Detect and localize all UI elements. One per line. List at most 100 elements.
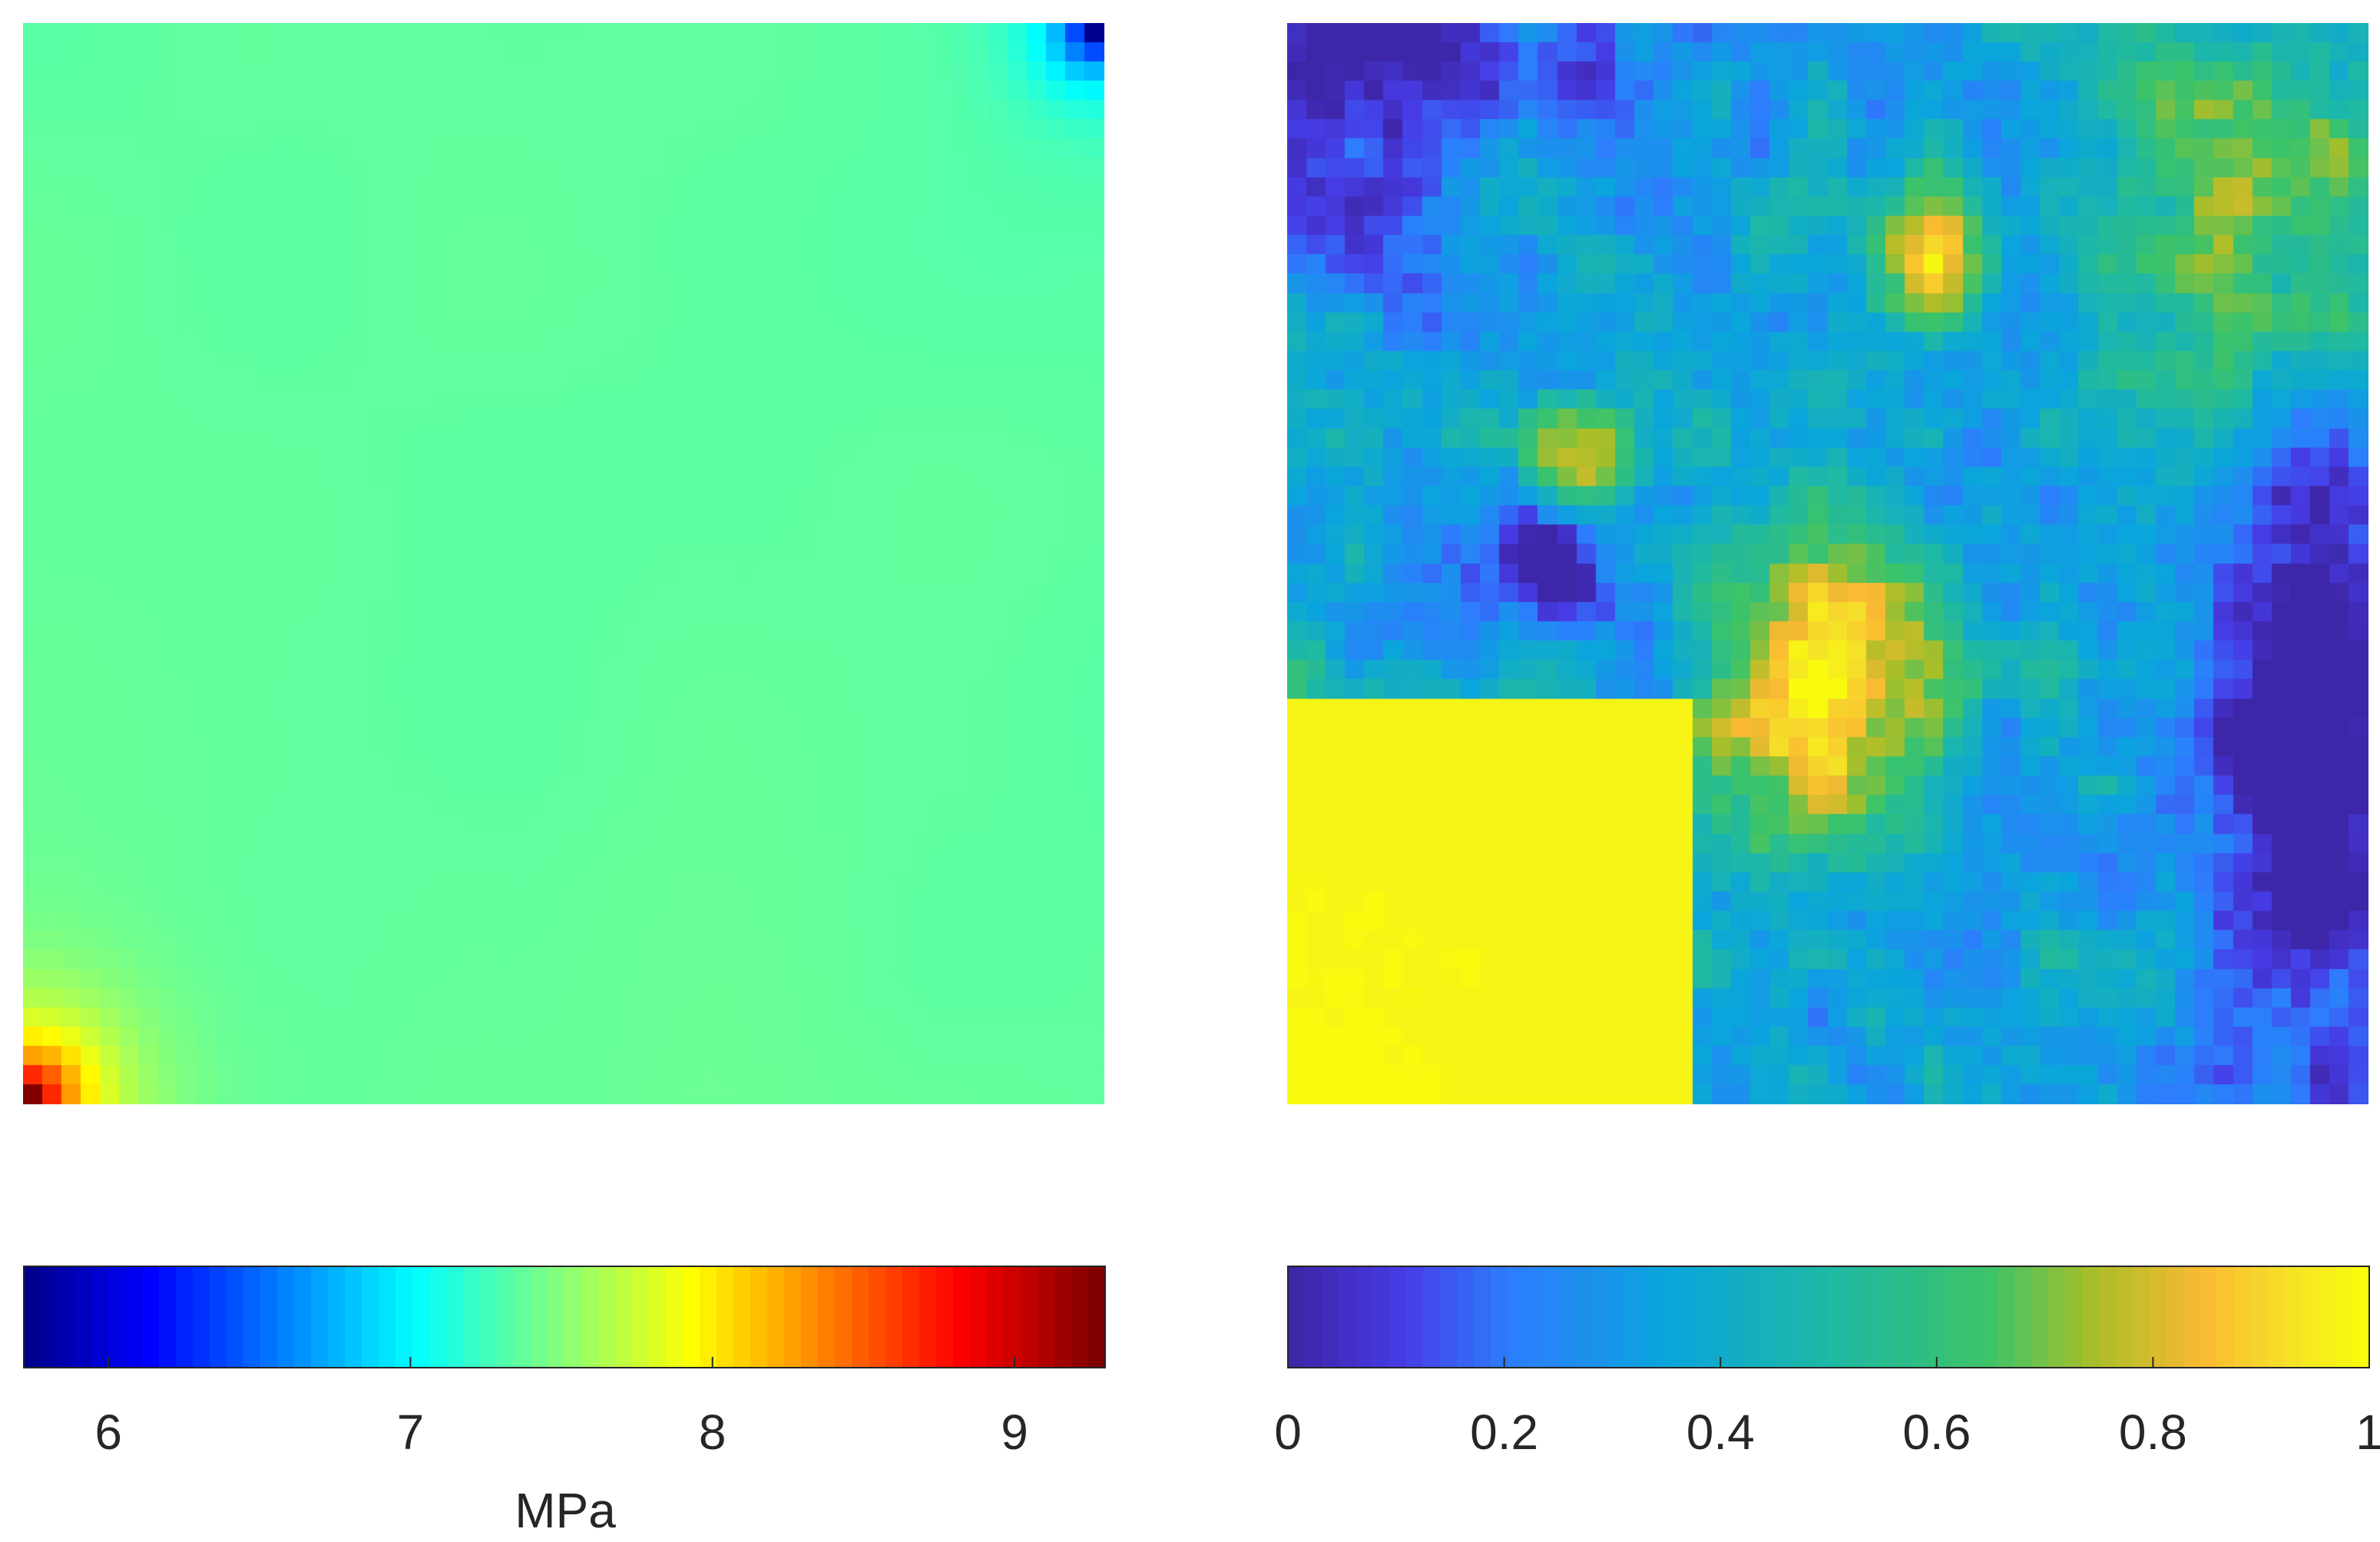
stress-colorbar-swatch	[750, 1266, 768, 1368]
stress-colorbar-swatch	[345, 1266, 362, 1368]
damage-colorbar-ticklabel: 1	[2355, 1405, 2380, 1460]
damage-colorbar-swatch	[1981, 1266, 1998, 1368]
damage-colorbar-swatch	[1829, 1266, 1846, 1368]
stress-colorbar-swatch	[1038, 1266, 1055, 1368]
stress-colorbar-swatch	[243, 1266, 261, 1368]
stress-colorbar-swatch	[1054, 1266, 1072, 1368]
stress-colorbar-swatch	[717, 1266, 734, 1368]
stress-colorbar-swatch	[970, 1266, 988, 1368]
stress-colorbar-swatch	[666, 1266, 684, 1368]
stress-colorbar-swatch	[277, 1266, 295, 1368]
damage-colorbar-swatch	[1389, 1266, 1407, 1368]
stress-colorbar-swatch	[58, 1266, 75, 1368]
stress-colorbar-swatch	[379, 1266, 396, 1368]
damage-colorbar-swatch	[1677, 1266, 1694, 1368]
stress-colorbar-swatch	[987, 1266, 1005, 1368]
stress-colorbar-swatch	[1088, 1266, 1106, 1368]
damage-colorbar-swatch	[1609, 1266, 1627, 1368]
damage-colorbar	[1287, 1266, 2370, 1368]
stress-colorbar-swatch	[869, 1266, 886, 1368]
stress-colorbar-swatch	[311, 1266, 329, 1368]
stress-colorbar-swatch	[801, 1266, 819, 1368]
stress-colorbar-swatch	[260, 1266, 278, 1368]
stress-colorbar-swatch	[615, 1266, 633, 1368]
damage-colorbar-swatch	[1795, 1266, 1812, 1368]
damage-colorbar-swatch	[1947, 1266, 1965, 1368]
damage-colorbar-swatch	[1575, 1266, 1593, 1368]
damage-colorbar-swatch	[1812, 1266, 1829, 1368]
damage-colorbar-swatch	[1356, 1266, 1373, 1368]
damage-colorbar-swatch	[2099, 1266, 2117, 1368]
damage-colorbar-swatch	[1660, 1266, 1677, 1368]
stress-colorbar-swatch	[429, 1266, 447, 1368]
stress-colorbar-swatch	[784, 1266, 802, 1368]
damage-colorbar-swatch	[1491, 1266, 1508, 1368]
damage-colorbar-ticklabel: 0.6	[1902, 1405, 1971, 1460]
damage-colorbar-swatch	[1440, 1266, 1458, 1368]
stress-colorbar-swatch	[818, 1266, 836, 1368]
damage-colorbar-ticklabel: 0.8	[2118, 1405, 2187, 1460]
stress-colorbar-swatch	[446, 1266, 464, 1368]
damage-colorbar-swatch	[1930, 1266, 1948, 1368]
stress-colorbar-swatch	[210, 1266, 227, 1368]
damage-colorbar-swatch	[2200, 1266, 2218, 1368]
damage-colorbar-swatch	[2268, 1266, 2286, 1368]
stress-colorbar-swatch	[463, 1266, 481, 1368]
stress-colorbar-swatch	[733, 1266, 751, 1368]
stress-colorbar-swatch	[531, 1266, 548, 1368]
stress-colorbar-swatch	[24, 1266, 41, 1368]
stress-colorbar-swatch	[683, 1266, 700, 1368]
stress-colorbar-swatch	[902, 1266, 920, 1368]
damage-colorbar-swatch	[1305, 1266, 1322, 1368]
stress-colorbar-ticklabel: 6	[94, 1405, 122, 1460]
stress-colorbar-ticklabel: 8	[698, 1405, 727, 1460]
stress-colorbar-label: MPa	[515, 1483, 616, 1538]
damage-colorbar-swatch	[1457, 1266, 1475, 1368]
damage-heatmap	[1287, 23, 2368, 1104]
damage-colorbar-swatch	[2335, 1266, 2353, 1368]
stress-colorbar	[23, 1266, 1106, 1368]
damage-colorbar-swatch	[1592, 1266, 1610, 1368]
damage-colorbar-swatch	[1862, 1266, 1880, 1368]
damage-colorbar-swatch	[1474, 1266, 1491, 1368]
stress-colorbar-swatch	[193, 1266, 210, 1368]
stress-colorbar-swatch	[767, 1266, 785, 1368]
stress-colorbar-swatch	[564, 1266, 582, 1368]
damage-colorbar-swatch	[2065, 1266, 2083, 1368]
damage-colorbar-swatch	[1727, 1266, 1745, 1368]
damage-colorbar-swatch	[2082, 1266, 2100, 1368]
damage-colorbar-swatch	[1998, 1266, 2015, 1368]
damage-colorbar-swatch	[1423, 1266, 1441, 1368]
stress-colorbar-swatch	[396, 1266, 413, 1368]
damage-colorbar-swatch	[2251, 1266, 2269, 1368]
stress-colorbar-swatch	[919, 1266, 937, 1368]
stress-colorbar-swatch	[936, 1266, 954, 1368]
damage-colorbar-swatch	[1339, 1266, 1356, 1368]
stress-colorbar-swatch	[412, 1266, 430, 1368]
stress-colorbar-swatch	[480, 1266, 498, 1368]
damage-colorbar-swatch	[1693, 1266, 1711, 1368]
stress-colorbar-swatch	[362, 1266, 379, 1368]
damage-colorbar-swatch	[1778, 1266, 1796, 1368]
stress-colorbar-swatch	[142, 1266, 160, 1368]
damage-colorbar-swatch	[2014, 1266, 2032, 1368]
stress-colorbar-ticklabel: 7	[396, 1405, 425, 1460]
damage-colorbar-swatch	[2133, 1266, 2150, 1368]
damage-colorbar-swatch	[1541, 1266, 1559, 1368]
stress-colorbar-swatch	[227, 1266, 244, 1368]
stress-colorbar-swatch	[514, 1266, 531, 1368]
damage-colorbar-swatch	[1524, 1266, 1542, 1368]
stress-colorbar-swatch	[159, 1266, 177, 1368]
damage-colorbar-swatch	[2183, 1266, 2201, 1368]
stress-colorbar-swatch	[176, 1266, 194, 1368]
stress-colorbar-swatch	[835, 1266, 852, 1368]
damage-colorbar-swatch	[2319, 1266, 2336, 1368]
stress-colorbar-swatch	[91, 1266, 109, 1368]
stress-colorbar-swatch	[74, 1266, 92, 1368]
damage-colorbar-ticklabel: 0.4	[1686, 1405, 1755, 1460]
stress-colorbar-swatch	[548, 1266, 565, 1368]
stress-colorbar-swatch	[632, 1266, 650, 1368]
stress-colorbar-swatch	[953, 1266, 971, 1368]
stress-colorbar-swatch	[649, 1266, 667, 1368]
damage-colorbar-ticklabel: 0	[1274, 1405, 1302, 1460]
